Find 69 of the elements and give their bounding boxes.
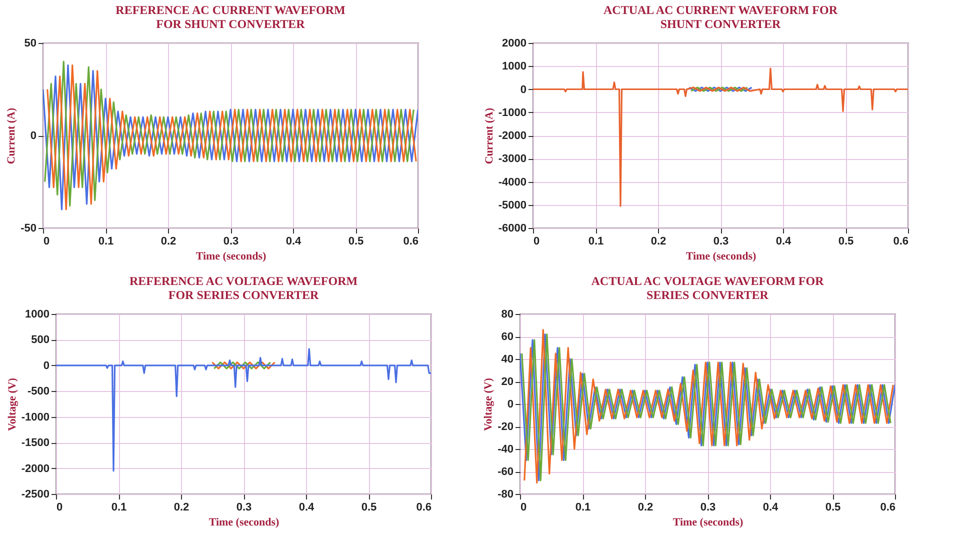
x-axis-title: Time (seconds): [686, 250, 757, 262]
y-tick-label: -5000: [498, 199, 526, 212]
x-tick-label: 0.3: [700, 502, 716, 514]
y-tick-label: 60: [501, 331, 514, 343]
y-tick-label: -20: [498, 421, 514, 433]
x-axis-title: Time (seconds): [196, 250, 267, 262]
x-tick-label: 0.4: [762, 502, 780, 514]
chart-title: REFERENCE AC CURRENT WAVEFORM FOR SHUNT CONVERTER: [116, 3, 346, 31]
x-tick-label: 0.2: [650, 236, 666, 248]
chart-title: ACTUAL AC CURRENT WAVEFORM FOR SHUNT CONVERTER: [603, 3, 838, 31]
y-tick-label: -1500: [21, 437, 50, 450]
y-axis-title: Voltage (V): [482, 378, 495, 432]
x-tick-label: 0.5: [348, 236, 364, 248]
y-tick-label: -50: [20, 222, 36, 234]
x-tick-label: 0: [56, 502, 63, 514]
y-tick-label: -6000: [498, 222, 526, 234]
y-tick-label: 80: [501, 308, 514, 320]
x-tick-label: 0.6: [403, 236, 418, 248]
x-tick-label: 0.6: [416, 502, 432, 514]
x-tick-label: 0.4: [286, 236, 302, 248]
x-tick-label: 0.1: [111, 502, 127, 514]
x-tick-label: 0.2: [174, 502, 190, 514]
y-axis-title: Current (A): [6, 108, 18, 164]
y-tick-label: -1000: [21, 411, 50, 424]
y-tick-label: 1000: [502, 60, 526, 73]
x-tick-label: 0: [534, 236, 540, 248]
chart-title: ACTUAL AC VOLTAGE WAVEFORM FOR SERIES CONVERTER: [591, 274, 824, 302]
x-tick-label: 0.1: [575, 502, 591, 514]
x-tick-label: 0.2: [638, 502, 654, 514]
y-axis-title: Current (A): [483, 108, 496, 164]
line-series: [533, 68, 908, 207]
y-tick-label: -40: [498, 444, 514, 456]
x-tick-label: 0.5: [838, 236, 854, 248]
x-tick-label: 0.4: [298, 502, 316, 514]
y-tick-label: -4000: [498, 176, 526, 188]
y-axis-title: Voltage (V): [6, 378, 18, 432]
y-tick-label: 0: [30, 130, 36, 142]
line-series: [56, 348, 431, 472]
y-tick-label: -60: [498, 466, 514, 478]
y-tick-label: 40: [501, 354, 514, 366]
x-tick-label: 0.5: [361, 502, 377, 514]
y-tick-label: -2500: [21, 488, 50, 500]
y-tick-label: 0: [520, 84, 526, 96]
chart-title: REFERENCE AC VOLTAGE WAVEFORM FOR SERIES CONVERTER: [129, 274, 358, 302]
y-tick-label: 50: [24, 38, 36, 50]
y-tick-label: 0: [43, 360, 50, 372]
y-tick-label: -500: [27, 386, 50, 398]
x-tick-label: 0.3: [236, 502, 252, 514]
y-tick-label: -3000: [498, 153, 526, 166]
x-tick-label: 0.6: [893, 236, 908, 248]
y-tick-label: -2000: [21, 462, 50, 475]
y-tick-label: 1000: [25, 308, 50, 320]
y-tick-label: -1000: [498, 106, 526, 119]
x-axis-title: Time (seconds): [208, 516, 280, 528]
y-tick-label: 0: [507, 398, 514, 410]
x-axis-title: Time (seconds): [672, 516, 744, 528]
x-tick-label: 0.2: [160, 236, 176, 248]
y-tick-label: 2000: [502, 38, 526, 50]
x-tick-label: 0.3: [713, 236, 729, 248]
x-tick-label: 0.6: [880, 502, 896, 514]
x-tick-label: 0.3: [223, 236, 239, 248]
y-tick-label: 20: [501, 376, 514, 388]
y-tick-label: 500: [31, 334, 50, 346]
x-tick-label: 0.4: [776, 236, 792, 248]
x-tick-label: 0.1: [588, 236, 604, 248]
x-tick-label: 0.1: [98, 236, 114, 248]
y-tick-label: -2000: [498, 130, 526, 142]
y-tick-label: -80: [498, 488, 514, 500]
x-tick-label: 0.5: [825, 502, 841, 514]
